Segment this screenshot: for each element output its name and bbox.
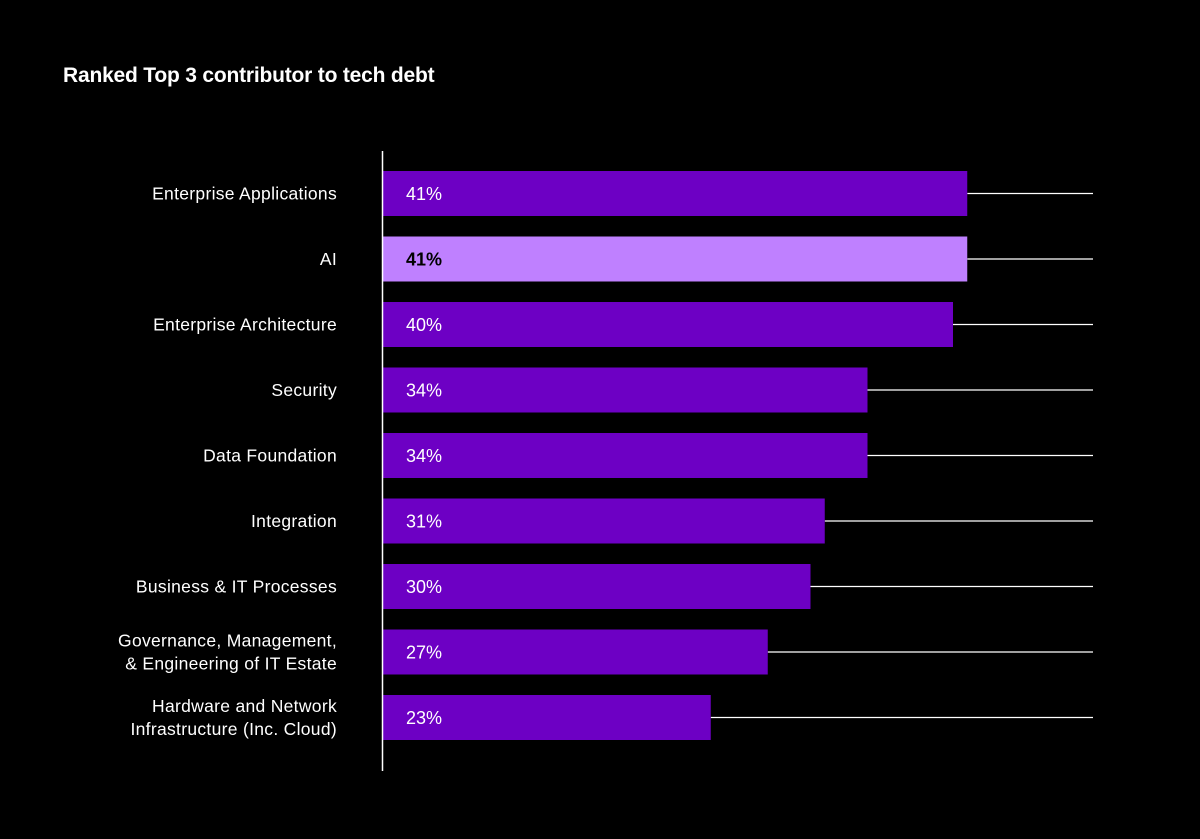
- category-labels: Enterprise Applications AI Enterprise Arch…: [118, 184, 337, 740]
- value-label: 31%: [406, 512, 442, 532]
- category-label-line: Business & IT Processes: [136, 577, 337, 597]
- bar-highlighted: [383, 236, 968, 282]
- category-label: Integration: [251, 511, 337, 531]
- category-label: Business & IT Processes: [136, 577, 337, 597]
- bar: [383, 367, 868, 413]
- bar: [383, 302, 953, 347]
- chart-title: Ranked Top 3 contributor to tech debt: [63, 64, 435, 87]
- category-label: Enterprise Applications: [152, 184, 337, 204]
- category-label-line: AI: [320, 249, 337, 269]
- category-label: Governance, Management, & Engineering of …: [118, 631, 337, 674]
- category-label: Enterprise Architecture: [153, 315, 337, 335]
- bar: [383, 498, 825, 544]
- value-labels: 41% 41% 40% 34% 34% 31% 30% 27% 23%: [406, 184, 442, 728]
- category-label: Hardware and Network Infrastructure (Inc.…: [130, 696, 337, 739]
- category-label-line: Integration: [251, 511, 337, 531]
- bar: [383, 629, 768, 675]
- category-label-line: Enterprise Applications: [152, 184, 337, 204]
- category-label-line: Hardware and Network: [152, 696, 337, 716]
- category-label: Security: [271, 380, 337, 400]
- category-label: Data Foundation: [203, 446, 337, 466]
- category-label-line: Governance, Management,: [118, 631, 337, 651]
- value-label: 34%: [406, 381, 442, 401]
- value-label: 27%: [406, 643, 442, 663]
- bar: [383, 695, 711, 740]
- category-label-line: Enterprise Architecture: [153, 315, 337, 335]
- leader-lines: [710, 192, 1093, 719]
- category-label: AI: [320, 249, 337, 269]
- bar: [383, 433, 868, 478]
- value-label: 40%: [406, 315, 442, 335]
- category-label-line: & Engineering of IT Estate: [125, 654, 337, 674]
- bar: [383, 171, 968, 216]
- value-label: 41%: [406, 250, 442, 270]
- value-label: 34%: [406, 446, 442, 466]
- bar: [383, 564, 811, 609]
- category-label-line: Data Foundation: [203, 446, 337, 466]
- category-label-line: Infrastructure (Inc. Cloud): [130, 719, 337, 739]
- value-label: 23%: [406, 708, 442, 728]
- value-label: 41%: [406, 184, 442, 204]
- category-label-line: Security: [271, 380, 337, 400]
- value-label: 30%: [406, 577, 442, 597]
- bars: [383, 171, 968, 740]
